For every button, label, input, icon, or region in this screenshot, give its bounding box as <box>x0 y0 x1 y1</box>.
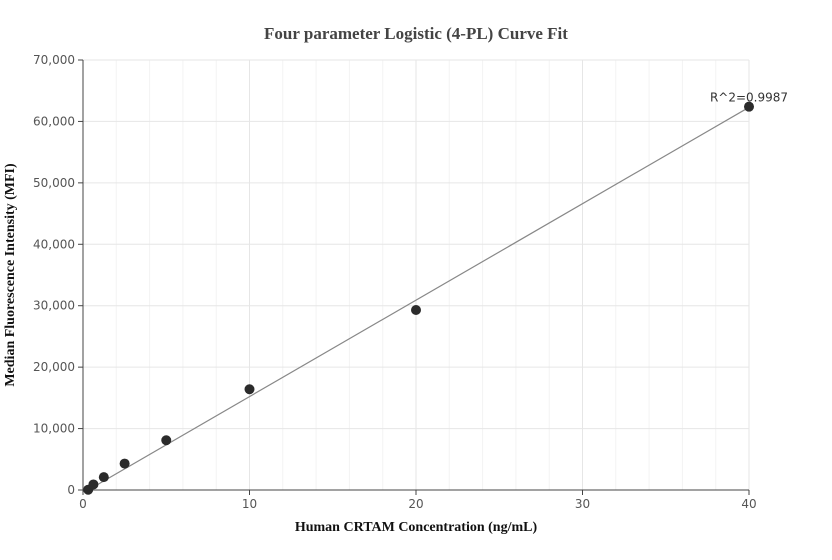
y-tick-label: 70,000 <box>33 53 75 67</box>
data-points <box>83 101 754 495</box>
fit-line <box>87 106 750 491</box>
data-point <box>244 384 255 395</box>
x-tick-label: 0 <box>79 497 87 511</box>
data-point <box>411 305 421 316</box>
data-point <box>98 472 109 483</box>
y-tick-label: 40,000 <box>33 237 75 251</box>
y-axis-title: Median Fluorescence Intensity (MFI) <box>3 163 18 387</box>
data-point <box>119 458 130 469</box>
data-point <box>161 435 172 446</box>
y-tick-label: 10,000 <box>33 422 75 436</box>
y-tick-label: 0 <box>67 483 75 497</box>
y-axis-ticks: 0 10,000 20,000 30,000 40,000 50,000 60,000 70,… <box>33 53 83 497</box>
y-tick-label: 50,000 <box>33 176 75 190</box>
x-axis-title: Human CRTAM Concentration (ng/mL) <box>295 520 538 535</box>
y-tick-label: 20,000 <box>33 360 75 374</box>
fit-curve-group <box>87 106 750 491</box>
y-tick-label: 30,000 <box>33 299 75 313</box>
data-point <box>88 479 99 490</box>
x-tick-label: 10 <box>242 497 257 511</box>
data-point <box>744 101 754 112</box>
grid-lines <box>83 59 750 490</box>
y-tick-label: 60,000 <box>33 114 75 128</box>
x-tick-label: 20 <box>408 497 423 511</box>
x-tick-label: 40 <box>741 497 756 511</box>
x-axis-ticks: 0 10 20 30 40 <box>79 490 757 511</box>
chart-title: Four parameter Logistic (4-PL) Curve Fit <box>264 24 568 43</box>
x-tick-label: 30 <box>575 497 590 511</box>
r-squared-annotation: R^2=0.9987 <box>710 91 788 105</box>
